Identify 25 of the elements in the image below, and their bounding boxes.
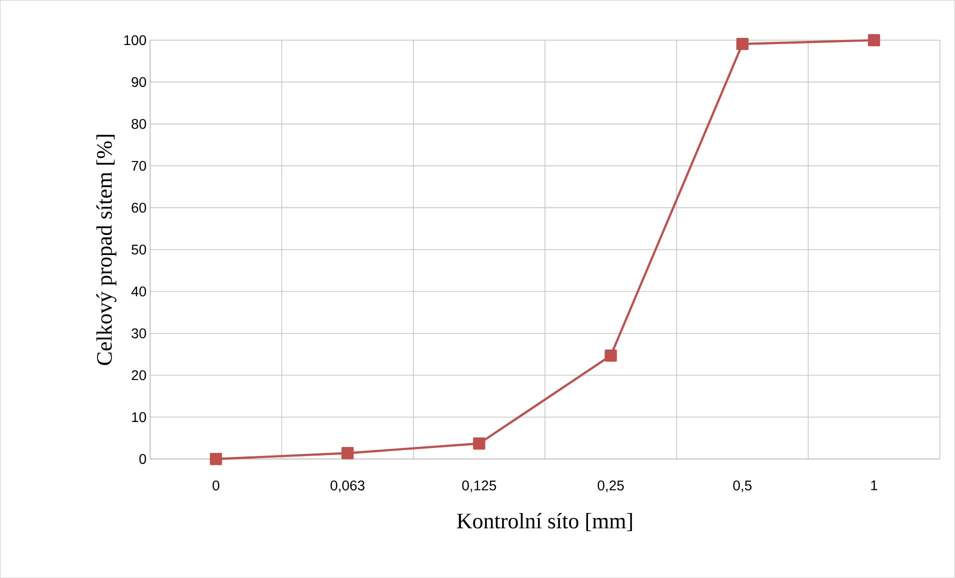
y-tick-label: 0 (139, 454, 146, 464)
y-tick-label: 80 (132, 118, 146, 129)
point (210, 452, 222, 466)
y-tick-label: 60 (132, 202, 146, 213)
point (604, 349, 617, 362)
y-axis-title: Celkový propad sítem [%] (96, 134, 116, 365)
point (868, 34, 880, 46)
x-tick-label: 1 (871, 480, 878, 490)
x-tick-label: 0,125 (462, 480, 496, 492)
point (341, 446, 354, 460)
x-tick-label: 0,5 (733, 480, 752, 492)
y-tick-label: 100 (124, 35, 146, 46)
y-tick-label: 10 (132, 412, 146, 422)
x-tick-label: 0,25 (598, 480, 624, 492)
point (736, 38, 748, 50)
y-tick-label: 50 (132, 244, 146, 254)
y-tick-label: 20 (132, 370, 146, 380)
point (473, 437, 486, 450)
x-tick-label: 0,063 (330, 480, 364, 492)
y-tick-label: 70 (132, 160, 146, 171)
y-tick-label: 40 (131, 286, 146, 296)
y-tick-label: 90 (132, 77, 146, 87)
x-axis-title: Kontrolní síto [mm] (457, 512, 632, 532)
y-tick-label: 30 (132, 328, 146, 338)
x-tick-label: 0 (212, 480, 220, 490)
